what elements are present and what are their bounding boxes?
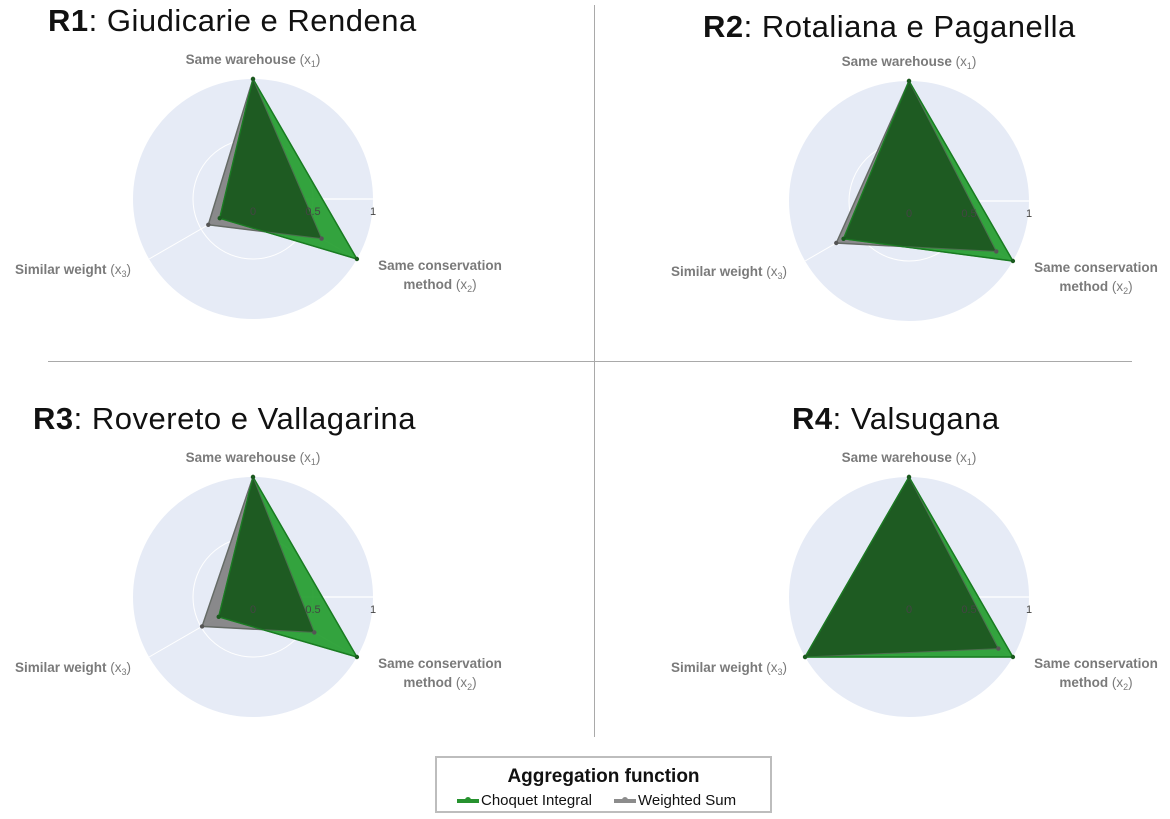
panel-title-r1-name: Giudicarie e Rendena — [106, 3, 417, 38]
choquet-point — [216, 614, 221, 619]
choquet-point — [841, 236, 846, 241]
panel-title-r4: R4: Valsugana — [792, 401, 1000, 436]
legend-label-choquet: Choquet Integral — [481, 792, 592, 809]
horizontal-divider — [48, 361, 1132, 362]
weighted-sum-point — [994, 249, 999, 254]
radial-tick-label: 0 — [906, 604, 912, 616]
choquet-point — [217, 216, 222, 221]
radial-tick-label: 1 — [1026, 604, 1032, 616]
choquet-point — [1010, 654, 1016, 660]
radar-panel-2: 0 0.5 1 Same warehouse (x1) Same conservatio… — [671, 54, 1158, 321]
axis-label-x2: Same conservation method (x2) — [1034, 260, 1158, 296]
panel-title-r1-code: R1 — [48, 3, 89, 38]
series-overlap-area — [218, 477, 315, 633]
panel-title-r2: R2: Rotaliana e Paganella — [703, 9, 1076, 44]
radial-tick-label: 1 — [370, 206, 376, 218]
legend-swatch-weighted-sum — [614, 797, 636, 804]
axis-label-x1: Same warehouse (x1) — [186, 52, 321, 69]
radial-tick-label: 0.5 — [961, 604, 976, 616]
panel-title-r1: R1: Giudicarie e Rendena — [48, 3, 417, 38]
legend-item-weighted-sum: Weighted Sum — [614, 792, 736, 809]
radial-tick-label: 0.5 — [305, 604, 320, 616]
legend-swatch-choquet — [457, 797, 479, 804]
series-choquet-line — [804, 475, 1014, 658]
choquet-point — [354, 654, 360, 660]
radial-tick-label: 0 — [906, 208, 912, 220]
weighted-sum-point — [834, 240, 839, 246]
panel-title-r2-code: R2 — [703, 9, 744, 44]
radar-panel-3: 0 0.5 1 Same warehouse (x1) Same conservatio… — [15, 450, 502, 717]
radial-tick-label: 1 — [370, 604, 376, 616]
legend: Aggregation function Choquet Integral We… — [435, 756, 772, 813]
radial-tick-label: 1 — [1026, 208, 1032, 220]
series-overlap-area — [219, 79, 322, 239]
choquet-point — [906, 474, 912, 480]
panel-title-r4-code: R4 — [792, 401, 833, 436]
panel-title-r4-name: Valsugana — [850, 401, 1000, 436]
choquet-point — [250, 474, 256, 480]
radial-tick-label: 0 — [250, 604, 256, 616]
radial-tick-label: 0 — [250, 206, 256, 218]
legend-label-weighted-sum: Weighted Sum — [638, 792, 737, 809]
legend-item-choquet: Choquet Integral — [457, 792, 592, 809]
axis-label-x2: Same conservation method (x2) — [378, 656, 502, 692]
axis-label-x3: Similar weight (x3) — [671, 660, 787, 677]
choquet-point — [802, 654, 808, 660]
weighted-sum-point — [996, 646, 1001, 651]
panel-title-r2-name: Rotaliana e Paganella — [761, 9, 1076, 44]
axis-label-x3: Similar weight (x3) — [671, 264, 787, 281]
panel-title-r3-code: R3 — [33, 401, 74, 436]
axis-label-x1: Same warehouse (x1) — [186, 450, 321, 467]
series-weighted-sum-line — [201, 475, 316, 633]
series-weighted-sum-line — [835, 79, 998, 252]
radar-panel-1: 0 0.5 1 Same warehouse (x1) Same conservatio… — [15, 52, 502, 319]
choquet-point — [250, 76, 256, 82]
series-choquet-line — [217, 475, 359, 658]
panel-title-r3: R3: Rovereto e Vallagarina — [33, 401, 416, 436]
axis-label-x2: Same conservation method (x2) — [378, 258, 502, 294]
series-choquet-line — [218, 77, 359, 261]
series-overlap-area — [805, 477, 999, 657]
weighted-sum-point — [206, 222, 211, 227]
weighted-sum-point — [199, 624, 205, 629]
weighted-sum-point — [319, 236, 324, 241]
panel-title-r3-name: Rovereto e Vallagarina — [91, 401, 416, 436]
axis-label-x1: Same warehouse (x1) — [842, 54, 977, 71]
radial-tick-label: 0.5 — [961, 208, 976, 220]
legend-title: Aggregation function — [507, 766, 700, 787]
choquet-point — [906, 78, 912, 84]
radial-tick-label: 0.5 — [305, 206, 320, 218]
axis-label-x2: Same conservation method (x2) — [1034, 656, 1158, 692]
series-overlap-area — [843, 81, 997, 252]
weighted-sum-point — [312, 630, 317, 635]
choquet-point — [1010, 258, 1016, 264]
axis-label-x1: Same warehouse (x1) — [842, 450, 977, 467]
choquet-point — [354, 256, 360, 262]
radar-panel-4: 0 0.5 1 Same warehouse (x1) Same conservatio… — [671, 450, 1158, 717]
series-choquet-line — [842, 79, 1015, 262]
vertical-divider — [594, 5, 595, 737]
axis-label-x3: Similar weight (x3) — [15, 660, 131, 677]
axis-label-x3: Similar weight (x3) — [15, 262, 131, 279]
